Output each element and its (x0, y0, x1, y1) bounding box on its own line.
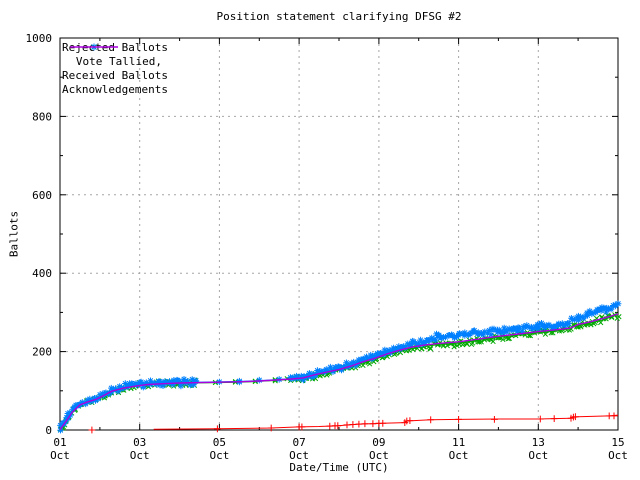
x-tick-label-day: 03 (133, 436, 146, 449)
legend-item-vote-tallied: Vote Tallied, (62, 44, 162, 69)
y-tick-label: 1000 (26, 32, 53, 45)
y-tick-label: 800 (32, 110, 52, 123)
series-rejected-ballots (88, 412, 619, 434)
legend-item-received-ballots: Received Ballots (62, 43, 168, 83)
x-tick-label-day: 09 (372, 436, 385, 449)
x-tick-label-day: 07 (292, 436, 305, 449)
y-tick-label: 0 (45, 424, 52, 437)
legend-label: Rejected Ballots (62, 41, 168, 54)
x-tick-label-day: 15 (611, 436, 624, 449)
series-received-ballots (57, 300, 622, 434)
x-tick-label-month: Oct (369, 449, 389, 462)
legend-item-rejected-ballots: Rejected Ballots (62, 41, 168, 55)
x-tick-label-day: 11 (452, 436, 465, 449)
x-tick-label-month: Oct (130, 449, 150, 462)
legend: Rejected Ballots Vote Tallied, Received … (62, 41, 168, 97)
series-received-ballots-markers (57, 300, 622, 434)
legend-label: Received Ballots (62, 69, 168, 82)
x-tick-label-month: Oct (449, 449, 469, 462)
legend-label: Vote Tallied, (75, 55, 162, 68)
x-axis-label: Date/Time (UTC) (289, 461, 389, 474)
x-tick-label-day: 13 (532, 436, 545, 449)
x-tick-label-day: 01 (53, 436, 66, 449)
tick-labels: 0200400600800100001Oct03Oct05Oct07Oct09O… (26, 32, 628, 462)
x-tick-label-day: 05 (213, 436, 226, 449)
x-tick-label-month: Oct (608, 449, 628, 462)
legend-item-acknowledgements: Acknowledgements (62, 46, 168, 97)
x-tick-label-month: Oct (50, 449, 70, 462)
legend-sample-line (70, 46, 118, 48)
series-acknowledgements (59, 313, 619, 431)
series-rejected-ballots-markers (88, 412, 618, 434)
y-tick-label: 400 (32, 267, 52, 280)
x-tick-label-month: Oct (209, 449, 229, 462)
y-tick-label: 200 (32, 346, 52, 359)
y-axis-label: Ballots (7, 210, 21, 258)
chart-title: Position statement clarifying DFSG #2 (216, 10, 462, 23)
x-tick-label-month: Oct (528, 449, 548, 462)
x-tick-label-month: Oct (289, 449, 309, 462)
legend-label: Acknowledgements (62, 83, 168, 96)
y-tick-label: 600 (32, 189, 52, 202)
